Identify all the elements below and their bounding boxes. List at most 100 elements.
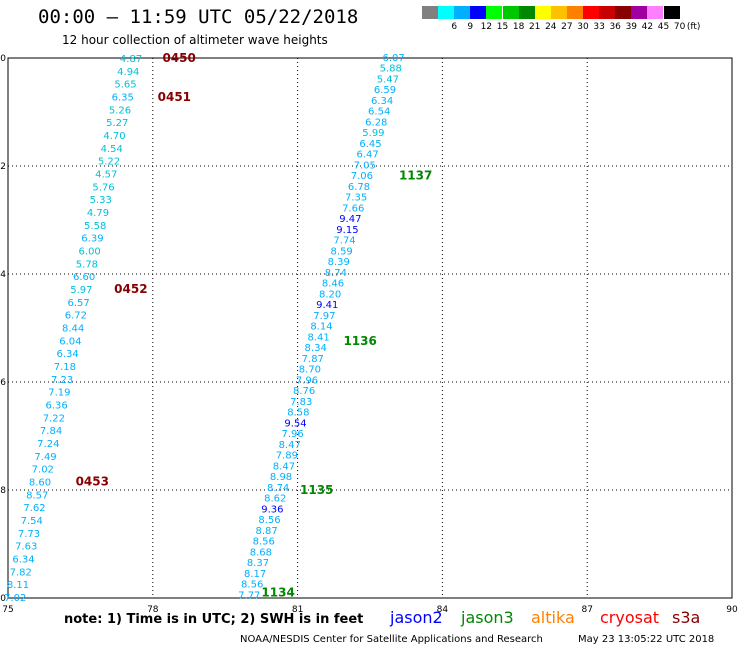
swh-value-jason3: 8.56 bbox=[253, 537, 275, 548]
scale-swatch bbox=[550, 6, 567, 19]
swh-value-jason3: 7.05 bbox=[354, 160, 376, 171]
scale-swatch bbox=[534, 6, 551, 19]
swh-value-s3a: 7.22 bbox=[43, 413, 65, 424]
x-tick-label: 81 bbox=[292, 605, 303, 615]
swh-value-jason3: 8.62 bbox=[264, 494, 286, 505]
swh-value-s3a: 6.34 bbox=[12, 555, 34, 566]
x-tick-label: 75 bbox=[2, 605, 13, 615]
scale-swatch bbox=[631, 6, 648, 19]
swh-value-jason3: 6.47 bbox=[357, 150, 379, 161]
swh-value-jason3: 9.47 bbox=[339, 214, 361, 225]
swh-value-jason3: 6.07 bbox=[382, 53, 404, 64]
swh-value-s3a: 6.36 bbox=[45, 401, 67, 412]
footnote: note: 1) Time is in UTC; 2) SWH is in fe… bbox=[64, 612, 364, 627]
swh-value-jason3: 8.70 bbox=[299, 365, 321, 376]
scale-label: 18 bbox=[512, 22, 525, 32]
swh-value-jason3: 8.46 bbox=[322, 279, 344, 290]
pass-time-label: 0450 bbox=[162, 51, 195, 65]
swh-value-s3a: 6.39 bbox=[81, 234, 103, 245]
swh-value-jason3: 7.96 bbox=[296, 375, 318, 386]
swh-value-s3a: 4.94 bbox=[117, 67, 139, 78]
scale-label: 42 bbox=[641, 22, 654, 32]
swh-value-jason3: 7.74 bbox=[333, 236, 355, 247]
chart-subtitle: 12 hour collection of altimeter wave hei… bbox=[62, 33, 328, 47]
swh-value-s3a: 7.49 bbox=[34, 452, 56, 463]
scale-label: 39 bbox=[625, 22, 638, 32]
swh-value-s3a: 5.58 bbox=[84, 221, 106, 232]
swh-value-jason3: 7.06 bbox=[351, 171, 373, 182]
swh-value-jason3: 7.77 bbox=[238, 590, 260, 601]
legend-jason2: jason2 bbox=[390, 608, 443, 627]
swh-value-jason3: 8.56 bbox=[241, 580, 263, 591]
swh-value-jason3: 8.87 bbox=[255, 526, 277, 537]
swh-value-s3a: 7.02 bbox=[32, 465, 54, 476]
swh-value-s3a: 5.27 bbox=[106, 118, 128, 129]
scale-swatch bbox=[486, 6, 503, 19]
swh-value-jason3: 8.17 bbox=[244, 569, 266, 580]
swh-value-jason3: 8.20 bbox=[319, 289, 341, 300]
pass-time-label: 1137 bbox=[399, 169, 432, 183]
swh-value-jason3: 8.34 bbox=[305, 343, 327, 354]
swh-value-jason3: 8.47 bbox=[279, 440, 301, 451]
swh-value-s3a: 8.11 bbox=[7, 580, 29, 591]
swh-value-s3a: 7.18 bbox=[54, 362, 76, 373]
chart-title: 00:00 – 11:59 UTC 05/22/2018 bbox=[38, 6, 359, 28]
swh-value-s3a: 7.02 bbox=[4, 593, 26, 604]
swh-value-jason3: 8.14 bbox=[310, 322, 332, 333]
swh-value-jason3: 8.76 bbox=[293, 386, 315, 397]
x-tick-label: 84 bbox=[437, 605, 449, 615]
swh-value-jason3: 5.47 bbox=[377, 74, 399, 85]
swh-value-s3a: 8.44 bbox=[62, 324, 84, 335]
swh-value-jason3: 6.54 bbox=[368, 107, 390, 118]
swh-value-s3a: 8.60 bbox=[29, 478, 51, 489]
swh-value-jason3: 8.58 bbox=[287, 408, 309, 419]
scale-label: 15 bbox=[496, 22, 509, 32]
scale-label: 45 bbox=[657, 22, 670, 32]
swh-value-s3a: 7.63 bbox=[15, 542, 37, 553]
swh-value-s3a: 7.54 bbox=[21, 516, 43, 527]
swh-value-s3a: 7.23 bbox=[51, 375, 73, 386]
swh-value-jason3: 8.59 bbox=[331, 246, 353, 257]
scale-label: 12 bbox=[480, 22, 493, 32]
y-tick-label: -10 bbox=[0, 594, 6, 604]
scale-swatch bbox=[518, 6, 535, 19]
y-tick-label: -8 bbox=[0, 486, 6, 496]
swh-value-s3a: 4.57 bbox=[95, 170, 117, 181]
swh-value-s3a: 6.04 bbox=[59, 336, 81, 347]
x-tick-label: 90 bbox=[726, 605, 738, 615]
swh-value-jason3: 9.54 bbox=[284, 418, 306, 429]
scale-label: 27 bbox=[561, 22, 573, 32]
swh-value-jason3: 7.35 bbox=[345, 193, 367, 204]
pass-time-label: 1135 bbox=[300, 483, 333, 497]
swh-value-s3a: 4.79 bbox=[87, 208, 109, 219]
swh-value-s3a: 5.65 bbox=[114, 80, 136, 91]
legend-s3a: s3a bbox=[672, 608, 701, 627]
swh-value-jason3: 8.56 bbox=[258, 515, 280, 526]
swh-value-s3a: 6.60 bbox=[73, 272, 95, 283]
swh-value-jason3: 6.78 bbox=[348, 182, 370, 193]
scale-swatch bbox=[470, 6, 487, 19]
swh-value-jason3: 8.41 bbox=[307, 332, 329, 343]
x-tick-label: 78 bbox=[147, 605, 159, 615]
swh-value-s3a: 7.73 bbox=[18, 529, 40, 540]
scale-label: 36 bbox=[609, 22, 621, 32]
swh-value-jason3: 6.45 bbox=[359, 139, 381, 150]
scale-label: 70 bbox=[673, 22, 686, 32]
scale-swatch bbox=[566, 6, 583, 19]
swh-value-jason3: 9.41 bbox=[316, 300, 338, 311]
scale-unit-label: (ft) bbox=[686, 22, 701, 32]
y-tick-label: -4 bbox=[0, 270, 6, 280]
swh-value-jason3: 8.37 bbox=[247, 558, 269, 569]
swh-value-jason3: 5.88 bbox=[380, 64, 402, 75]
scale-swatch bbox=[647, 6, 664, 19]
swh-value-s3a: 6.34 bbox=[56, 349, 78, 360]
y-tick-label: -2 bbox=[0, 162, 6, 172]
x-tick-label: 87 bbox=[581, 605, 592, 615]
scale-label: 33 bbox=[593, 22, 605, 32]
swh-value-s3a: 6.00 bbox=[79, 247, 101, 258]
scale-label: 6 bbox=[451, 22, 458, 32]
plot-frame bbox=[7, 57, 733, 599]
swh-value-s3a: 4.54 bbox=[101, 144, 123, 155]
swh-value-s3a: 4.70 bbox=[103, 131, 125, 142]
